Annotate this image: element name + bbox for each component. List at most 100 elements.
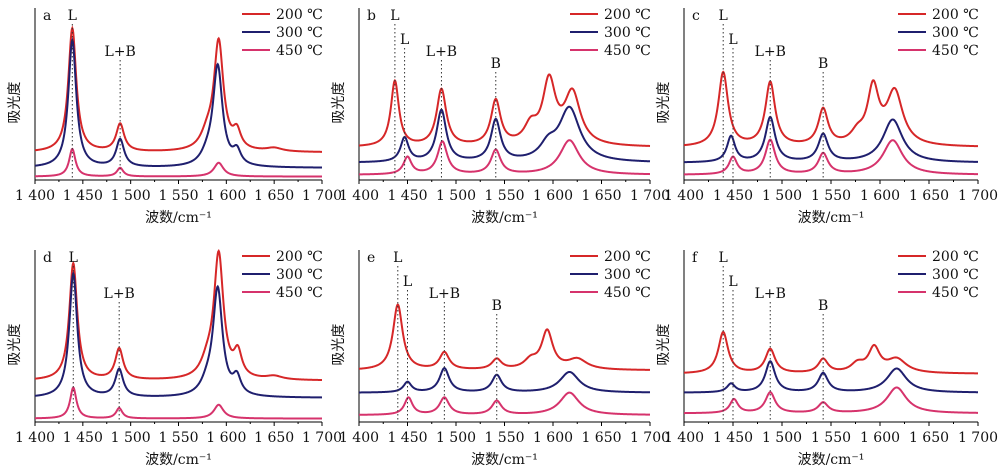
- x-tick-label: 1 600: [206, 188, 246, 204]
- x-tick-label: 1 450: [63, 188, 103, 204]
- legend-label: 300 ℃: [276, 25, 323, 41]
- legend-label: 450 ℃: [932, 285, 979, 301]
- panel-letter: e: [367, 250, 375, 266]
- x-tick-label: 1 450: [387, 430, 427, 446]
- x-tick-label: 1 600: [533, 430, 573, 446]
- x-tick-label: 1 700: [630, 188, 670, 204]
- panel-letter: d: [43, 250, 52, 266]
- x-tick-label: 1 550: [484, 188, 524, 204]
- x-axis-label: 波数/cm⁻¹: [798, 210, 865, 226]
- annotation-label: L: [403, 274, 412, 290]
- panel-letter: c: [692, 8, 700, 24]
- chart-panel-a: 1 400 1 450 1 500 1 550 1 600 1 650 1 700 波数/cm…: [7, 7, 342, 226]
- x-tick-label: 1 600: [206, 430, 246, 446]
- legend-label: 300 ℃: [932, 267, 979, 283]
- x-axis-label: 波数/cm⁻¹: [798, 452, 865, 466]
- chart-panel-d: 1 400 1 450 1 500 1 550 1 600 1 650 1 700 波数/cm…: [7, 248, 342, 466]
- annotation-label: L+B: [104, 286, 135, 302]
- x-tick-label: 1 400: [339, 188, 379, 204]
- chart-panel-e: 1 400 1 450 1 500 1 550 1 600 1 650 1 700 波数/cm…: [331, 249, 670, 466]
- x-tick-label: 1 650: [581, 430, 621, 446]
- x-tick-label: 1 450: [713, 188, 753, 204]
- annotation-label: L+B: [426, 44, 457, 60]
- annotation-label: L+B: [755, 286, 786, 302]
- x-tick-label: 1 550: [158, 430, 198, 446]
- legend-label: 200 ℃: [932, 249, 979, 265]
- panel-letter: b: [367, 8, 376, 24]
- legend-label: 450 ℃: [276, 285, 323, 301]
- legend-label: 300 ℃: [604, 25, 651, 41]
- x-tick-label: 1 550: [811, 188, 851, 204]
- annotation-label: L: [719, 8, 728, 24]
- annotation-label: L: [719, 250, 728, 266]
- series-line-2: [34, 386, 322, 420]
- series-line-1: [359, 367, 651, 394]
- legend-label: 300 ℃: [604, 267, 651, 283]
- x-tick-label: 1 650: [254, 430, 294, 446]
- series-line-2: [359, 391, 650, 416]
- x-tick-label: 1 700: [958, 430, 998, 446]
- series-line-0: [34, 248, 323, 382]
- x-tick-label: 1 400: [15, 188, 55, 204]
- x-tick-label: 1 400: [664, 430, 704, 446]
- legend-label: 200 ℃: [932, 7, 979, 23]
- x-axis-label: 波数/cm⁻¹: [471, 210, 538, 226]
- x-axis-label: 波数/cm⁻¹: [471, 452, 538, 466]
- x-tick-label: 1 600: [533, 188, 573, 204]
- y-axis-label: 吸光度: [7, 82, 23, 124]
- x-tick-label: 1 550: [484, 430, 524, 446]
- annotation-label: B: [491, 56, 501, 72]
- x-axis-label: 波数/cm⁻¹: [145, 452, 212, 466]
- x-axis-label: 波数/cm⁻¹: [145, 210, 212, 226]
- x-tick-label: 1 400: [339, 430, 379, 446]
- annotation-label: L: [69, 250, 78, 266]
- x-tick-label: 1 650: [581, 188, 621, 204]
- legend-label: 450 ℃: [604, 285, 651, 301]
- annotation-label: B: [818, 56, 828, 72]
- annotation-label: L: [400, 32, 409, 48]
- x-tick-label: 1 500: [762, 430, 802, 446]
- legend-label: 450 ℃: [932, 43, 979, 59]
- x-tick-label: 1 400: [15, 430, 55, 446]
- x-tick-label: 1 650: [909, 188, 949, 204]
- legend-label: 450 ℃: [276, 43, 323, 59]
- legend-label: 200 ℃: [604, 7, 651, 23]
- series-line-0: [683, 70, 979, 148]
- x-tick-label: 1 500: [436, 188, 476, 204]
- annotation-label: L+B: [429, 286, 460, 302]
- x-tick-label: 1 500: [762, 188, 802, 204]
- panel-letter: f: [692, 250, 699, 266]
- x-tick-label: 1 550: [811, 430, 851, 446]
- series-line-1: [683, 115, 979, 164]
- x-tick-label: 1 650: [909, 430, 949, 446]
- x-tick-label: 1 500: [436, 430, 476, 446]
- x-tick-label: 1 700: [302, 188, 342, 204]
- y-axis-label: 吸光度: [331, 324, 347, 366]
- annotation-label: L+B: [755, 44, 786, 60]
- x-tick-label: 1 400: [664, 188, 704, 204]
- x-tick-label: 1 450: [63, 430, 103, 446]
- x-tick-label: 1 500: [111, 430, 151, 446]
- annotation-label: L: [393, 250, 402, 266]
- legend-label: 300 ℃: [276, 267, 323, 283]
- legend-label: 200 ℃: [276, 7, 323, 23]
- series-line-1: [34, 37, 323, 169]
- annotation-label: L: [68, 8, 77, 24]
- x-tick-label: 1 600: [860, 430, 900, 446]
- legend-label: 450 ℃: [604, 43, 651, 59]
- legend-label: 300 ℃: [932, 25, 979, 41]
- annotation-label: L: [728, 274, 737, 290]
- x-tick-label: 1 700: [958, 188, 998, 204]
- panel-letter: a: [43, 8, 51, 24]
- x-tick-label: 1 450: [387, 188, 427, 204]
- x-tick-label: 1 600: [860, 188, 900, 204]
- x-tick-label: 1 700: [630, 430, 670, 446]
- y-axis-label: 吸光度: [7, 324, 23, 366]
- x-tick-label: 1 650: [254, 188, 294, 204]
- series-line-0: [34, 25, 323, 153]
- series-line-1: [683, 360, 978, 394]
- annotation-label: B: [492, 298, 502, 314]
- annotation-label: L: [728, 32, 737, 48]
- x-tick-label: 1 500: [111, 188, 151, 204]
